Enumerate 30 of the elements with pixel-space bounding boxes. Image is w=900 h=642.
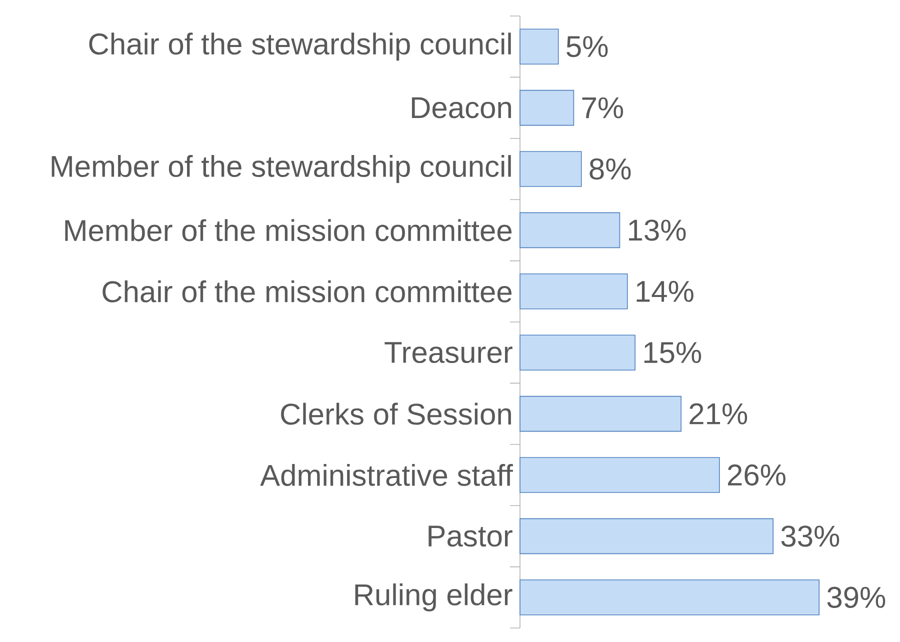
bar bbox=[520, 151, 582, 187]
data-label: 5% bbox=[566, 36, 608, 58]
bar bbox=[520, 28, 559, 64]
y-tick-label: Member of the mission committee bbox=[65, 219, 512, 242]
data-label: 33% bbox=[781, 526, 840, 547]
bar bbox=[520, 90, 574, 126]
bar bbox=[520, 518, 774, 554]
bar bbox=[520, 273, 628, 310]
y-tick-label: Member of the stewardship council bbox=[52, 155, 511, 183]
bar bbox=[520, 212, 620, 248]
y-tick-label: Deacon bbox=[412, 97, 511, 118]
bar bbox=[520, 396, 682, 432]
data-label: 15% bbox=[644, 342, 702, 364]
data-label: 21% bbox=[690, 403, 748, 424]
data-label: 14% bbox=[636, 280, 694, 302]
bar bbox=[520, 579, 820, 616]
data-label: 26% bbox=[728, 464, 786, 486]
y-tick-label: Chair of the mission committee bbox=[102, 280, 512, 302]
y-tick-label: Chair of the stewardship council bbox=[89, 32, 511, 61]
bar bbox=[520, 457, 720, 493]
y-tick-label: Clerks of Session bbox=[281, 402, 511, 425]
data-label: 39% bbox=[827, 586, 886, 608]
data-label: 8% bbox=[590, 158, 631, 180]
data-label: 7% bbox=[582, 97, 624, 118]
y-tick-label: Administrative staff bbox=[260, 464, 513, 486]
bar bbox=[520, 334, 636, 370]
y-tick-label: Ruling elder bbox=[355, 583, 512, 612]
data-label: 13% bbox=[629, 220, 686, 241]
y-tick-label: Treasurer bbox=[384, 342, 512, 364]
y-tick-label: Pastor bbox=[428, 526, 512, 547]
